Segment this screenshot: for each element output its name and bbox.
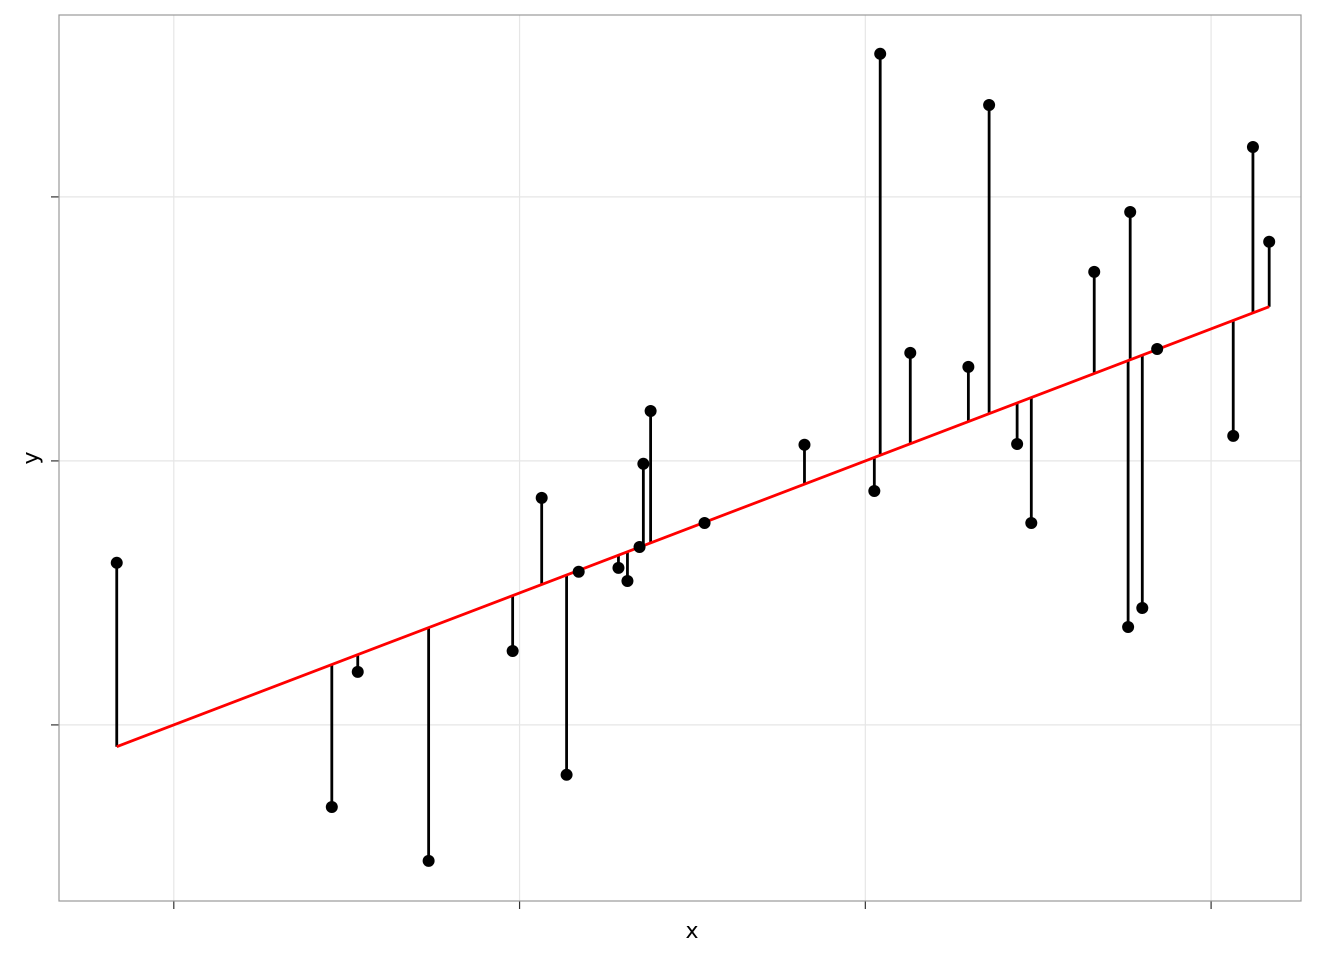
fit-line <box>116 305 1270 748</box>
point <box>1136 601 1149 614</box>
point <box>644 405 657 418</box>
point <box>612 561 625 574</box>
point <box>506 644 519 657</box>
point <box>962 360 975 373</box>
point <box>325 801 338 814</box>
point <box>1227 429 1240 442</box>
point <box>560 768 573 781</box>
point <box>1025 516 1038 529</box>
point <box>1088 265 1101 278</box>
point <box>422 854 435 867</box>
point <box>1122 620 1135 633</box>
panel-border <box>58 14 1302 902</box>
point <box>637 457 650 470</box>
point <box>983 99 996 112</box>
x-axis-title: x <box>685 919 698 944</box>
point <box>1011 438 1024 451</box>
point <box>110 556 123 569</box>
point <box>351 665 364 678</box>
point <box>1151 342 1164 355</box>
point <box>868 485 881 498</box>
y-axis-title: y <box>19 451 44 464</box>
point <box>572 565 585 578</box>
point <box>1246 141 1259 154</box>
point <box>621 575 634 588</box>
point <box>1263 235 1276 248</box>
point <box>874 47 887 60</box>
point <box>633 540 646 553</box>
point <box>904 346 917 359</box>
point <box>535 491 548 504</box>
point <box>698 516 711 529</box>
point <box>1124 205 1137 218</box>
point <box>798 438 811 451</box>
